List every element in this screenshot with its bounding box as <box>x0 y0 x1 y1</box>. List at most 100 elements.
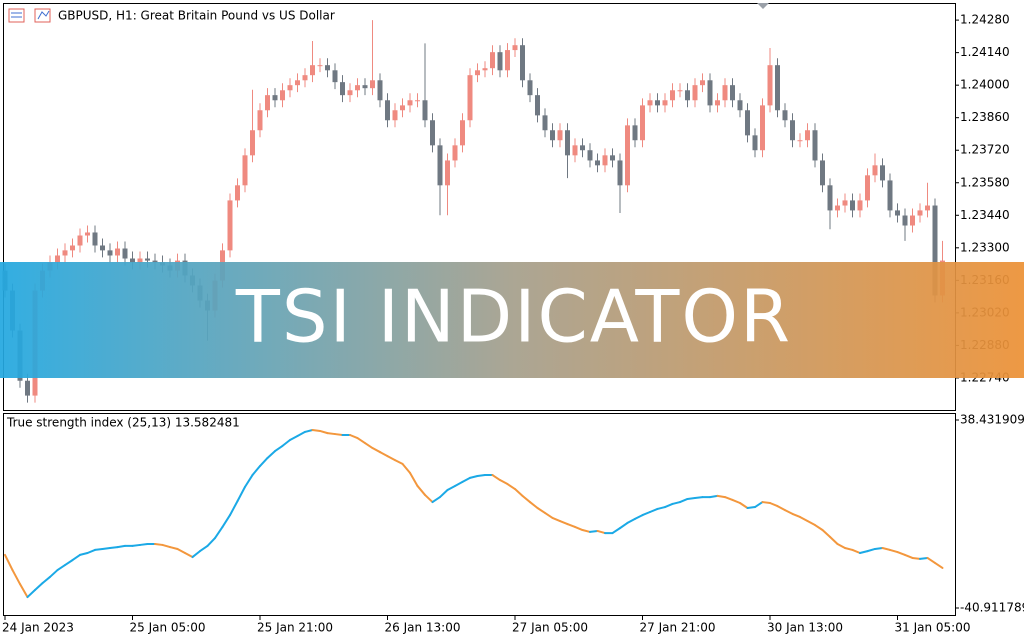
x-tick-label: 25 Jan 05:00 <box>130 621 206 635</box>
candle-body <box>497 52 503 71</box>
tsi-segment <box>536 506 546 514</box>
candle-body <box>610 155 615 161</box>
tsi-segment <box>844 547 854 551</box>
candle-body <box>745 110 750 136</box>
tsi-segment <box>574 525 584 532</box>
tsi-segment <box>311 429 321 432</box>
tsi-segment <box>821 529 831 538</box>
tsi-segment <box>214 525 224 540</box>
candle-body <box>542 115 548 131</box>
candle-body <box>70 245 75 251</box>
tsi-segment <box>101 547 111 550</box>
candle-body <box>760 105 765 151</box>
candle-body <box>587 150 593 161</box>
candle-body <box>617 160 623 186</box>
banner <box>0 262 1024 378</box>
candle-body <box>625 125 630 186</box>
tsi-segment <box>244 474 254 488</box>
tsi-segment <box>746 506 756 509</box>
tsi-segment <box>349 434 359 440</box>
candle-body <box>92 232 98 246</box>
tsi-segment <box>581 529 591 533</box>
candle-body <box>340 82 345 96</box>
candle-body <box>737 100 743 111</box>
candle-body <box>310 65 315 76</box>
candle-body <box>25 380 30 396</box>
price-panel <box>3 3 956 411</box>
candle-body <box>730 85 735 101</box>
x-tick-label: 26 Jan 13:00 <box>385 621 461 635</box>
candle-body <box>430 120 435 146</box>
tsi-segment <box>926 556 936 564</box>
tsi-segment <box>529 501 539 509</box>
candle-body <box>122 248 128 259</box>
candle-body <box>580 145 585 151</box>
tsi-segment <box>109 546 119 550</box>
chart-title: GBPUSD, H1: Great Britain Pound vs US Do… <box>58 9 335 23</box>
tsi-segment <box>934 561 944 569</box>
tsi-segment <box>649 507 659 514</box>
candle-body <box>347 90 353 96</box>
candle-body <box>355 85 360 91</box>
candle-body <box>452 145 458 161</box>
candle-body <box>835 205 840 211</box>
tsi-segment <box>251 465 261 477</box>
candle-body <box>227 200 233 251</box>
candle-body <box>437 145 443 186</box>
tsi-segment <box>281 438 291 447</box>
tsi-segment <box>86 548 96 555</box>
tsi-segment <box>521 494 531 504</box>
candle-body <box>392 110 398 121</box>
x-tick-label: 30 Jan 13:00 <box>767 621 843 635</box>
candle-body <box>932 205 938 296</box>
candle-body <box>385 100 390 121</box>
tsi-segment <box>634 514 644 520</box>
candle-body <box>400 105 405 111</box>
tsi-segment <box>469 474 479 479</box>
tsi-segment <box>424 493 434 504</box>
tsi-segment <box>221 514 231 528</box>
tsi-segment <box>229 500 239 517</box>
candle-body <box>602 155 608 166</box>
tsi-segment <box>784 509 794 515</box>
tsi-segment <box>671 501 681 505</box>
banner-text: TSI INDICATOR <box>235 275 792 359</box>
tsi-segment <box>896 551 906 556</box>
tsi-segment <box>4 553 14 572</box>
candle-body <box>475 70 480 76</box>
tsi-segment <box>769 502 779 508</box>
tsi-segment <box>799 515 809 523</box>
candle-body <box>415 100 420 102</box>
candle-body <box>715 100 720 106</box>
tsi-segment <box>409 471 419 487</box>
x-tick-label: 27 Jan 05:00 <box>512 621 588 635</box>
candle-body <box>295 80 300 86</box>
tsi-segment <box>611 527 621 535</box>
candle-body <box>685 90 690 101</box>
candle-body <box>100 245 105 251</box>
candle-body <box>287 85 293 91</box>
candle-body <box>827 185 833 211</box>
tsi-segment <box>236 485 246 503</box>
tsi-segment <box>296 430 306 437</box>
tsi-segment <box>476 474 486 477</box>
candle-body <box>362 85 368 89</box>
candle-body <box>460 120 465 146</box>
tsi-segment <box>664 502 674 509</box>
candle-body <box>572 145 578 156</box>
candle-body <box>265 95 270 111</box>
tsi-segment <box>116 544 126 549</box>
candle-body <box>812 130 818 161</box>
candle-body <box>805 130 810 141</box>
candle-body <box>917 210 923 216</box>
candle-body <box>325 65 330 71</box>
candle-body <box>242 155 248 186</box>
symbol-icons <box>8 8 51 23</box>
tsi-segment <box>356 437 366 445</box>
candle-body <box>55 255 60 263</box>
tsi-segment <box>686 497 696 500</box>
candle-body <box>145 258 150 261</box>
tsi-segment <box>304 429 314 433</box>
tsi-segment <box>619 521 629 530</box>
candle-body <box>692 85 698 101</box>
